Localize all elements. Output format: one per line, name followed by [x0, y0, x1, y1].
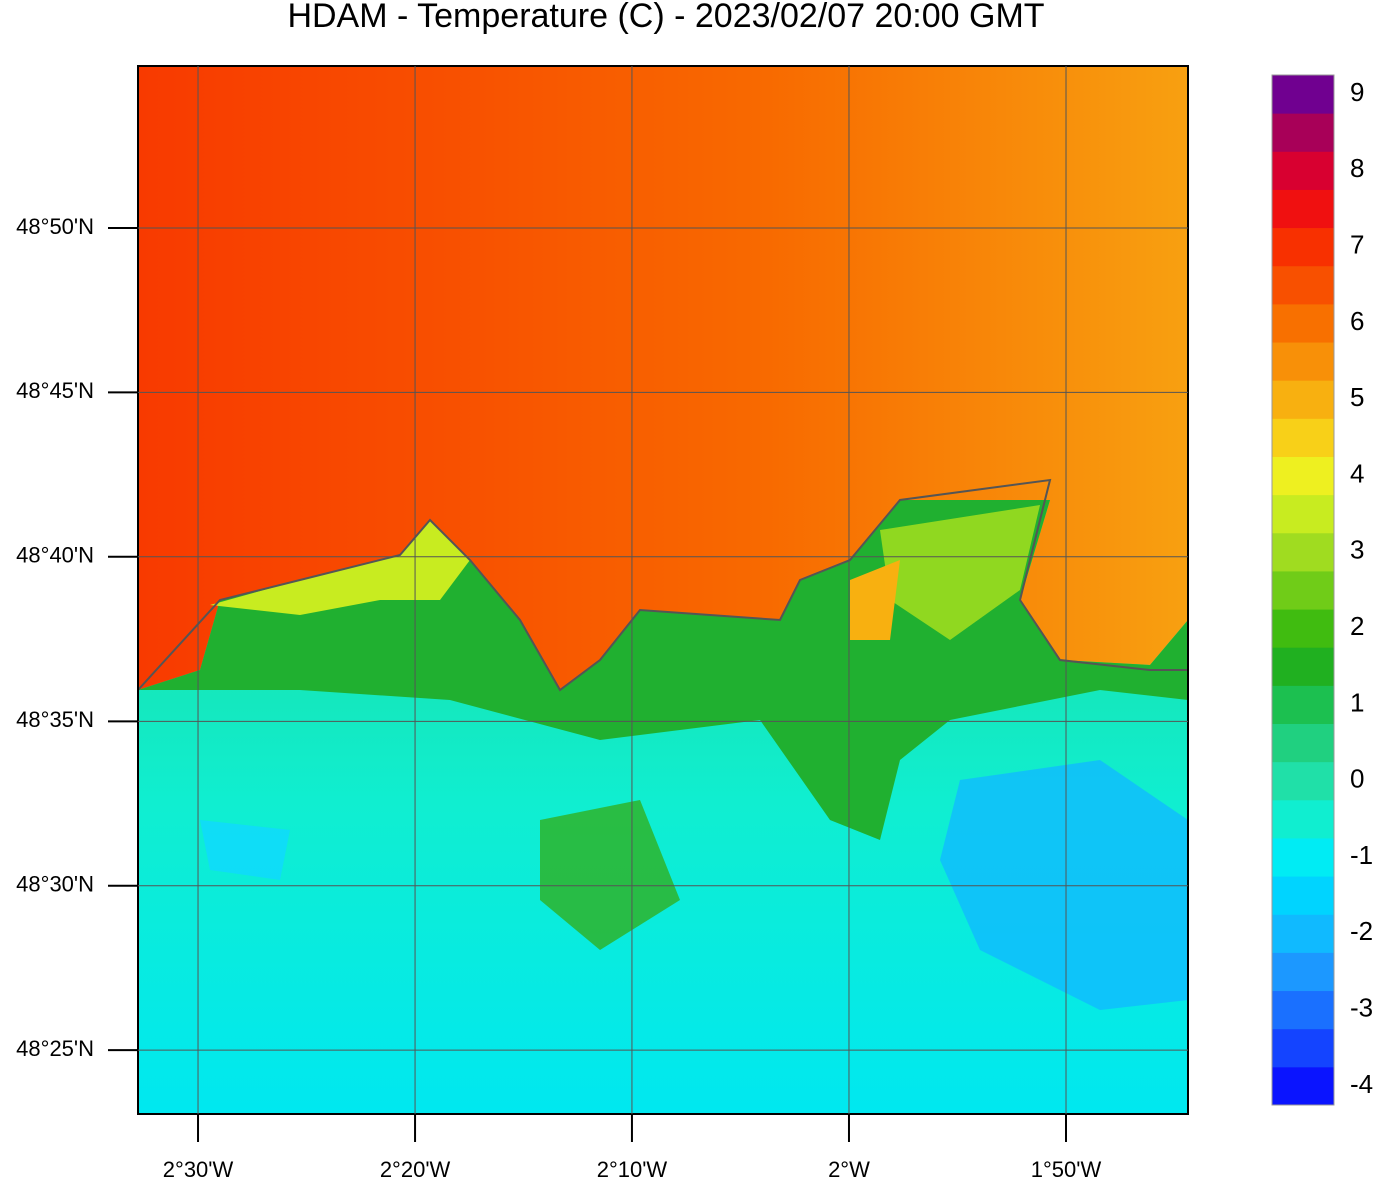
colorbar-swatch [1272, 570, 1334, 610]
colorbar-swatch [1272, 75, 1334, 114]
field-north [138, 66, 1188, 690]
field-cold-patch [200, 820, 290, 880]
y-tick-label: 48°35'N [16, 707, 94, 732]
colorbar-swatch [1272, 456, 1334, 496]
colorbar-swatch [1272, 990, 1334, 1030]
colorbar-swatch [1272, 265, 1334, 305]
colorbar-label: -2 [1350, 916, 1373, 946]
colorbar-swatch [1272, 609, 1334, 648]
colorbar-swatch [1272, 723, 1334, 763]
colorbar-swatch [1272, 151, 1334, 190]
x-tick-label: 2°10'W [597, 1157, 668, 1180]
colorbar-frame [1271, 74, 1335, 1106]
colorbar-label: 2 [1350, 611, 1364, 641]
colorbar-label: 7 [1350, 230, 1364, 260]
colorbar-swatch [1272, 799, 1334, 839]
colorbar-label: 1 [1350, 687, 1364, 717]
colorbar-label: 5 [1350, 382, 1364, 412]
colorbar-swatch [1272, 494, 1334, 534]
colorbar-label: 9 [1350, 77, 1364, 107]
field-estuary [850, 560, 900, 640]
colorbar-swatch [1272, 342, 1334, 381]
colorbar-swatch [1272, 837, 1334, 877]
temperature-field [138, 66, 1188, 1114]
colorbar-swatch [1272, 1066, 1334, 1106]
colorbar-label: -1 [1350, 840, 1373, 870]
y-tick-label: 48°40'N [16, 543, 94, 568]
field-warm-patch [540, 800, 680, 950]
colorbar-swatch [1272, 303, 1334, 343]
y-tick-label: 48°30'N [16, 872, 94, 897]
field-cold-patch [940, 760, 1188, 1010]
colorbar-swatch [1272, 914, 1334, 953]
colorbar-label: 4 [1350, 458, 1364, 488]
colorbar-label: 3 [1350, 535, 1364, 565]
colorbar-swatch [1272, 227, 1334, 267]
colorbar-label: 0 [1350, 764, 1364, 794]
colorbar-swatch [1272, 876, 1334, 915]
colorbar-swatch [1272, 113, 1334, 152]
colorbar-label: -3 [1350, 993, 1373, 1023]
colorbar-label: 8 [1350, 153, 1364, 183]
colorbar-label: 6 [1350, 306, 1364, 336]
plot-frame [137, 65, 1189, 1115]
colorbar-swatch [1272, 189, 1334, 229]
colorbar-swatch [1272, 418, 1334, 457]
colorbar-swatch [1272, 647, 1334, 686]
field-bay [880, 505, 1040, 640]
x-tick-label: 2°W [828, 1157, 870, 1180]
colorbar-swatch [1272, 685, 1334, 725]
colorbar-swatch [1272, 761, 1334, 801]
colorbar-swatch [1272, 380, 1334, 419]
x-tick-label: 2°20'W [380, 1157, 451, 1180]
colorbar-swatch [1272, 952, 1334, 992]
field-coast-warm [210, 520, 470, 615]
x-tick-label: 1°50'W [1031, 1157, 1102, 1180]
x-tick-label: 2°30'W [163, 1157, 234, 1180]
y-tick-label: 48°50'N [16, 214, 94, 239]
colorbar-label: -4 [1350, 1069, 1373, 1099]
coastline [138, 478, 1188, 692]
y-tick-label: 48°45'N [16, 378, 94, 403]
colorbar-swatch [1272, 1028, 1334, 1068]
y-tick-label: 48°25'N [16, 1036, 94, 1061]
title: HDAM - Temperature (C) - 2023/02/07 20:0… [287, 0, 1044, 35]
colorbar-swatch [1272, 532, 1334, 572]
